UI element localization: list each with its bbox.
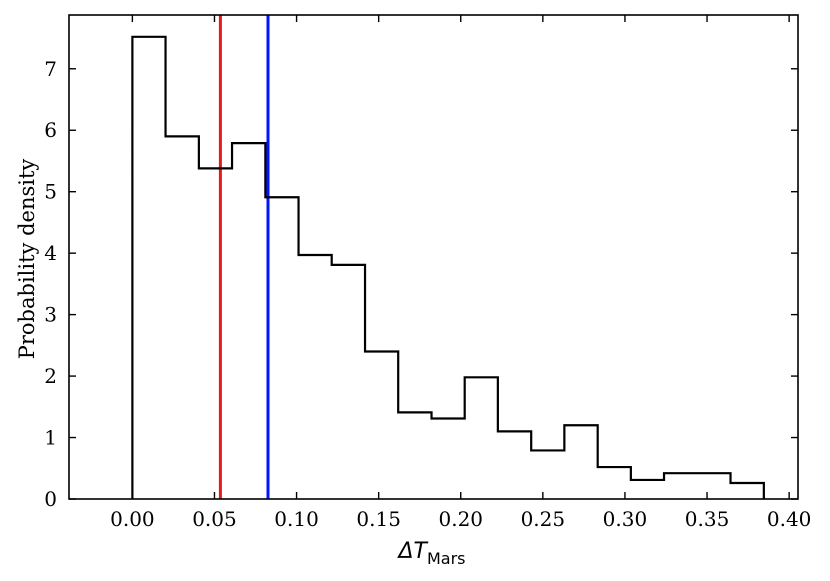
y-tick-label: 4 bbox=[44, 241, 57, 265]
y-tick-label: 7 bbox=[44, 57, 57, 81]
y-tick-label: 0 bbox=[44, 487, 57, 511]
x-tick-label: 0.30 bbox=[603, 507, 648, 531]
y-tick-label: 2 bbox=[44, 364, 57, 388]
histogram-bar bbox=[232, 143, 265, 499]
x-tick-label: 0.35 bbox=[685, 507, 730, 531]
histogram-bar bbox=[564, 425, 597, 499]
histogram-bar bbox=[498, 431, 531, 499]
y-tick-label: 1 bbox=[44, 426, 57, 450]
histogram-bar bbox=[465, 377, 498, 499]
histogram-bar bbox=[664, 473, 697, 499]
histogram-bar bbox=[398, 412, 431, 499]
y-axis-label: Probability density bbox=[15, 159, 39, 360]
histogram-bar bbox=[631, 480, 664, 499]
plot-frame bbox=[68, 14, 799, 500]
histogram-bar bbox=[299, 255, 332, 499]
x-tick-label: 0.20 bbox=[438, 507, 483, 531]
histogram-bar bbox=[531, 450, 564, 499]
y-tick-label: 3 bbox=[44, 303, 57, 327]
histogram-bar bbox=[132, 37, 165, 499]
histogram-bar bbox=[332, 265, 365, 499]
histogram-bar bbox=[697, 473, 730, 499]
plot-area: 0.00 0.05 0.10 0.15 0.20 0.25 0.30 0.35 0.40 0 1 2 3… bbox=[44, 14, 812, 531]
x-axis-label-main: ΔT bbox=[396, 539, 428, 564]
x-axis-label-sub: Mars bbox=[427, 549, 466, 568]
x-tick-label: 0.05 bbox=[192, 507, 237, 531]
histogram-bar bbox=[365, 351, 398, 499]
y-tick-label: 5 bbox=[44, 180, 57, 204]
x-tick-label: 0.00 bbox=[110, 507, 155, 531]
x-tick-label: 0.25 bbox=[521, 507, 566, 531]
histogram-bar bbox=[199, 168, 232, 499]
histogram-bar bbox=[166, 136, 199, 499]
histogram-outline bbox=[131, 35, 765, 499]
x-tick-label: 0.10 bbox=[274, 507, 319, 531]
histogram-bar bbox=[432, 418, 465, 499]
histogram-bar bbox=[265, 197, 298, 499]
histogram-bar bbox=[598, 467, 631, 499]
y-tick-label: 6 bbox=[44, 118, 57, 142]
histogram-bar bbox=[731, 483, 764, 499]
x-tick-label: 0.40 bbox=[767, 507, 812, 531]
x-tick-label: 0.15 bbox=[356, 507, 401, 531]
x-axis-label: ΔTMars bbox=[396, 539, 465, 568]
